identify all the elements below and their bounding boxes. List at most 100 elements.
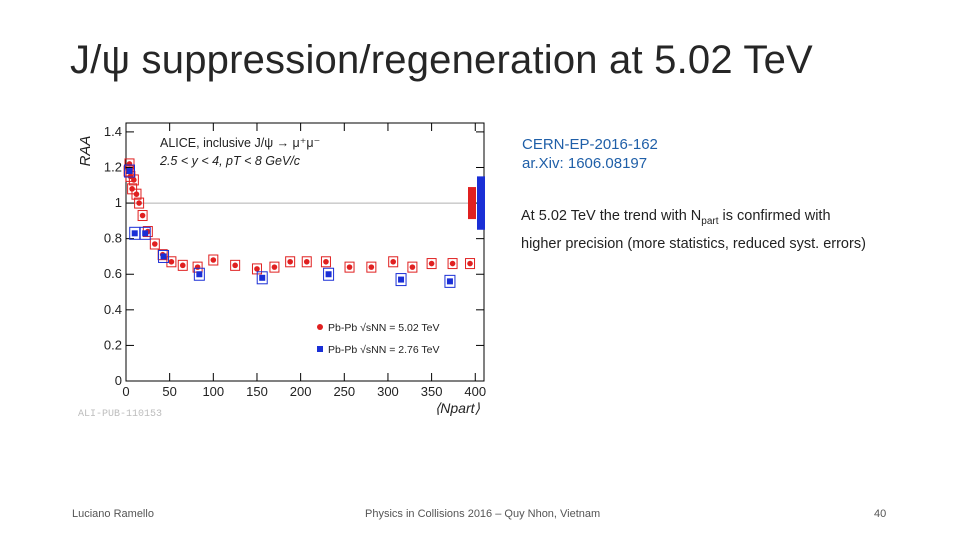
data-point bbox=[131, 177, 137, 183]
x-tick-label: 0 bbox=[122, 384, 129, 399]
y-tick-label: 0.4 bbox=[104, 302, 122, 317]
data-point bbox=[160, 253, 167, 260]
data-point bbox=[168, 258, 175, 265]
legend-label: Pb-Pb √sNN = 5.02 TeV bbox=[328, 322, 440, 334]
data-point bbox=[259, 274, 266, 281]
x-tick-label: 50 bbox=[162, 384, 176, 399]
x-tick-label: 250 bbox=[333, 384, 355, 399]
syst-box bbox=[128, 174, 139, 186]
data-point bbox=[142, 230, 149, 237]
data-point bbox=[139, 212, 146, 219]
data-point bbox=[346, 264, 353, 270]
data-point bbox=[131, 230, 138, 237]
footer-author: Luciano Ramello bbox=[72, 508, 154, 520]
data-point bbox=[409, 264, 416, 270]
syst-box bbox=[444, 274, 456, 288]
syst-box bbox=[177, 259, 188, 271]
data-point bbox=[303, 258, 310, 265]
description-part1: At 5.02 TeV the trend with N bbox=[521, 208, 702, 224]
report-number: CERN-EP-2016-162 bbox=[522, 136, 658, 153]
y-tick-label: 0 bbox=[115, 373, 122, 388]
description-part2: is confirmed with higher precision (more… bbox=[521, 208, 866, 252]
data-point bbox=[136, 200, 142, 206]
x-tick-label: 350 bbox=[421, 384, 443, 399]
syst-box bbox=[320, 256, 331, 268]
x-tick-label: 100 bbox=[202, 384, 224, 399]
syst-box bbox=[285, 256, 296, 268]
data-point bbox=[271, 264, 278, 270]
description-subscript: part bbox=[701, 215, 719, 227]
x-tick-label: 300 bbox=[377, 384, 399, 399]
slide-title: J/ψ suppression/regeneration at 5.02 TeV bbox=[70, 38, 813, 82]
syst-box bbox=[193, 267, 205, 281]
x-axis-label: ⟨Npart⟩ bbox=[435, 400, 481, 416]
x-tick-label: 200 bbox=[290, 384, 312, 399]
data-point bbox=[323, 258, 329, 265]
raa-chart: 0 50 100 150 200 250 300 350 400 0 0.2 0.4 0.6 0.8 1 1.… bbox=[70, 115, 490, 420]
syst-box bbox=[208, 254, 219, 266]
data-point bbox=[179, 262, 186, 269]
data-point bbox=[210, 257, 217, 263]
syst-box bbox=[407, 261, 418, 273]
y-tick-label: 0.6 bbox=[104, 266, 122, 281]
data-point bbox=[133, 191, 140, 197]
data-point bbox=[126, 161, 133, 167]
syst-box bbox=[158, 249, 170, 263]
syst-box bbox=[134, 197, 145, 209]
y-tick-label: 1.2 bbox=[104, 159, 122, 174]
arxiv-id: ar.Xiv: 1606.08197 bbox=[522, 155, 648, 172]
syst-box bbox=[301, 256, 312, 268]
syst-box bbox=[149, 238, 160, 250]
y-axis-label: RAA bbox=[77, 136, 94, 167]
syst-box bbox=[388, 256, 399, 268]
watermark: ALI-PUB-110153 bbox=[78, 409, 162, 420]
y-tick-label: 1.4 bbox=[104, 124, 122, 139]
syst-box bbox=[137, 210, 148, 222]
global-uncertainty-box bbox=[468, 187, 476, 220]
syst-box bbox=[256, 271, 268, 285]
global-uncertainty-box bbox=[477, 176, 485, 230]
syst-box bbox=[395, 273, 407, 287]
y-tick-label: 0.8 bbox=[104, 231, 122, 246]
data-point bbox=[194, 264, 201, 270]
data-point bbox=[368, 264, 375, 270]
syst-box bbox=[166, 256, 177, 268]
syst-box bbox=[323, 267, 335, 281]
y-tick-label: 0.2 bbox=[104, 337, 122, 352]
syst-box bbox=[447, 258, 458, 270]
syst-box bbox=[139, 226, 151, 240]
x-tick-label: 150 bbox=[246, 384, 268, 399]
syst-box bbox=[426, 258, 437, 270]
legend-marker bbox=[317, 346, 323, 352]
data-point bbox=[287, 258, 293, 265]
reference-block: CERN-EP-2016-162 ar.Xiv: 1606.08197 bbox=[522, 135, 658, 173]
data-point bbox=[449, 260, 456, 267]
description-text: At 5.02 TeV the trend with Npart is conf… bbox=[521, 205, 866, 255]
data-point bbox=[232, 262, 238, 269]
x-tick-label: 400 bbox=[464, 384, 486, 399]
syst-box bbox=[230, 259, 241, 271]
data-point bbox=[390, 258, 396, 265]
plot-frame bbox=[125, 122, 485, 382]
footer-conference: Physics in Collisions 2016 – Quy Nhon, V… bbox=[365, 508, 601, 520]
data-point bbox=[196, 271, 203, 278]
syst-box bbox=[366, 261, 377, 273]
syst-box bbox=[131, 188, 142, 200]
data-point bbox=[467, 260, 473, 267]
syst-box bbox=[269, 261, 280, 273]
legend-label: Pb-Pb √sNN = 2.76 TeV bbox=[328, 344, 440, 356]
data-point bbox=[254, 266, 260, 272]
data-point bbox=[446, 278, 453, 285]
syst-box bbox=[123, 164, 135, 178]
syst-box bbox=[344, 261, 355, 273]
y-tick-label: 1 bbox=[115, 195, 122, 210]
legend-marker bbox=[317, 324, 323, 330]
data-point bbox=[428, 260, 435, 267]
chart-annotation-2: 2.5 < y < 4, pT < 8 GeV/c bbox=[159, 154, 301, 168]
chart-annotation-1: ALICE, inclusive J/ψ → μ⁺μ⁻ bbox=[160, 136, 320, 150]
data-point bbox=[126, 168, 133, 175]
data-point bbox=[398, 276, 405, 283]
page-number: 40 bbox=[874, 508, 887, 520]
raa-plot-svg: 0 50 100 150 200 250 300 350 400 0 0.2 0.4 0.6 0.8 1 1.… bbox=[77, 122, 486, 420]
data-point bbox=[152, 241, 158, 247]
